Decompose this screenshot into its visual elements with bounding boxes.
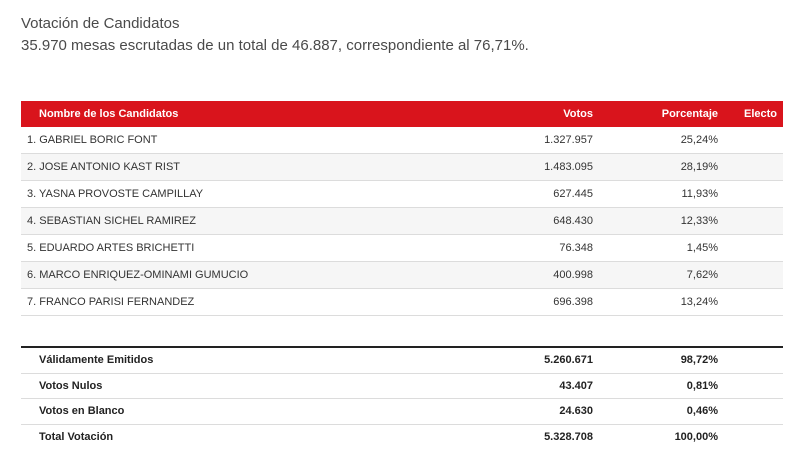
table-row: 2. JOSE ANTONIO KAST RIST 1.483.095 28,1… [21,153,783,181]
candidate-name: 7. FRANCO PARISI FERNANDEZ [21,288,429,316]
candidate-name: 2. JOSE ANTONIO KAST RIST [21,153,429,181]
table-row: 1. GABRIEL BORIC FONT 1.327.957 25,24% [21,126,783,154]
candidate-elected [724,126,783,154]
candidate-elected [724,180,783,208]
table-row: 4. SEBASTIAN SICHEL RAMIREZ 648.430 12,3… [21,207,783,235]
table-row: 5. EDUARDO ARTES BRICHETTI 76.348 1,45% [21,234,783,262]
candidate-name: 5. EDUARDO ARTES BRICHETTI [21,234,429,262]
totals-label: Válidamente Emitidos [21,347,429,374]
page-header: Votación de Candidatos 35.970 mesas escr… [21,14,529,56]
candidate-name: 1. GABRIEL BORIC FONT [21,126,429,154]
column-header-percent: Porcentaje [599,101,724,127]
candidate-votes: 627.445 [429,180,599,208]
totals-row: Válidamente Emitidos 5.260.671 98,72% [21,347,783,374]
totals-votes: 5.260.671 [429,347,599,374]
candidate-votes: 696.398 [429,288,599,316]
totals-empty-cell [724,424,783,449]
candidate-votes: 400.998 [429,261,599,289]
totals-votes: 24.630 [429,398,599,425]
candidate-percent: 12,33% [599,207,724,235]
totals-label: Total Votación [39,430,114,443]
totals-label: Votos en Blanco [21,398,429,425]
table-row: 7. FRANCO PARISI FERNANDEZ 696.398 13,24… [21,288,783,316]
candidate-percent: 7,62% [599,261,724,289]
totals-label: Votos Nulos [21,373,429,399]
page-subtitle: 35.970 mesas escrutadas de un total de 4… [21,37,529,54]
totals-percent: 0,46% [599,398,724,425]
candidate-percent: 13,24% [599,288,724,316]
candidate-percent: 28,19% [599,153,724,181]
candidate-percent: 11,93% [599,180,724,208]
candidate-elected [724,153,783,181]
candidate-elected [724,207,783,235]
totals-percent: 100,00% [674,430,718,443]
page-title: Votación de Candidatos [21,15,180,32]
totals-empty-cell [724,347,783,374]
candidate-votes: 1.327.957 [429,126,599,154]
candidate-percent: 1,45% [599,234,724,262]
table-header-row: Nombre de los Candidatos Votos Porcentaj… [21,101,783,127]
candidate-name: 6. MARCO ENRIQUEZ-OMINAMI GUMUCIO [21,261,429,289]
results-table: Nombre de los Candidatos Votos Porcentaj… [21,101,783,316]
candidate-elected [724,288,783,316]
candidate-name: 3. YASNA PROVOSTE CAMPILLAY [21,180,429,208]
candidate-name: 4. SEBASTIAN SICHEL RAMIREZ [21,207,429,235]
totals-percent: 0,81% [599,373,724,399]
candidate-elected [724,261,783,289]
totals-row: Votos Nulos 43.407 0,81% [21,373,783,399]
candidate-votes: 648.430 [429,207,599,235]
totals-empty-cell [724,373,783,399]
totals-row: Votos en Blanco 24.630 0,46% [21,398,783,425]
candidate-votes: 1.483.095 [429,153,599,181]
column-header-votes: Votos [429,101,599,127]
totals-table: Válidamente Emitidos 5.260.671 98,72% Vo… [21,346,783,449]
totals-votes: 5.328.708 [544,430,593,443]
candidate-percent: 25,24% [599,126,724,154]
candidate-votes: 76.348 [429,234,599,262]
totals-votes: 43.407 [429,373,599,399]
column-header-elected: Electo [724,101,783,127]
table-row: 6. MARCO ENRIQUEZ-OMINAMI GUMUCIO 400.99… [21,261,783,289]
column-header-name: Nombre de los Candidatos [21,101,429,127]
totals-row: Total Votación 5.328.708 100,00% [21,424,783,449]
totals-percent: 98,72% [599,347,724,374]
totals-empty-cell [724,398,783,425]
table-row: 3. YASNA PROVOSTE CAMPILLAY 627.445 11,9… [21,180,783,208]
candidate-elected [724,234,783,262]
